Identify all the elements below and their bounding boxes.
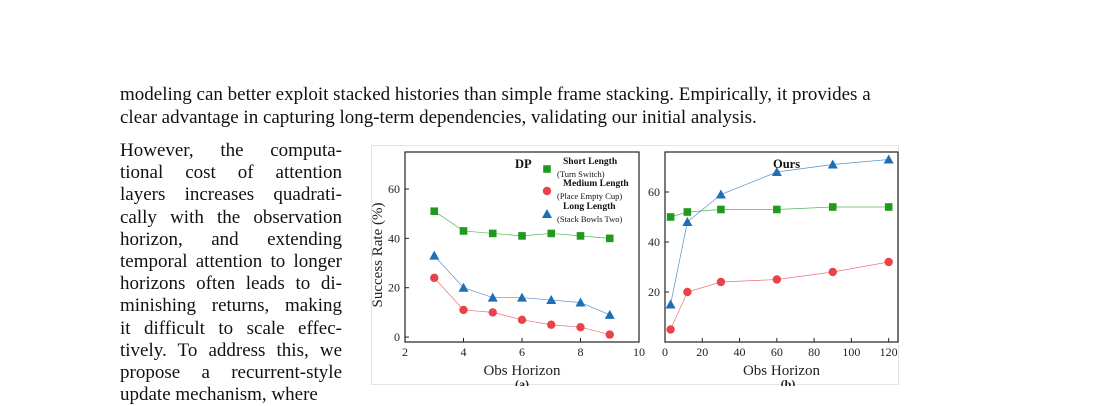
text-line: layers increases quadrati- xyxy=(120,184,342,206)
x-tick-label: 40 xyxy=(734,345,746,359)
data-point-square xyxy=(605,234,614,243)
x-tick-label: 10 xyxy=(633,345,645,359)
data-point-circle xyxy=(542,186,552,196)
y-tick-label: 0 xyxy=(394,330,400,344)
data-point-circle xyxy=(716,277,726,287)
text-line: horizons often leads to di- xyxy=(120,273,342,295)
x-tick-label: 8 xyxy=(578,345,584,359)
x-tick-label: 60 xyxy=(771,345,783,359)
x-tick-label: 20 xyxy=(696,345,708,359)
data-point-square xyxy=(459,227,468,235)
legend-label: Short Length xyxy=(563,157,618,167)
paragraph-lead: modeling can better exploit stacked hist… xyxy=(120,84,920,129)
text-line: clear advantage in capturing long-term d… xyxy=(120,106,757,128)
data-point-triangle xyxy=(827,159,838,169)
data-point-triangle xyxy=(542,209,552,218)
data-point-square xyxy=(683,208,692,216)
data-point-circle xyxy=(547,320,556,329)
data-point-triangle xyxy=(715,189,726,199)
y-tick-label: 40 xyxy=(388,231,400,245)
data-point-square xyxy=(488,229,497,238)
x-axis-label: Obs Horizon xyxy=(483,363,561,379)
y-tick-label: 60 xyxy=(648,185,660,199)
data-point-triangle xyxy=(575,297,586,307)
data-point-circle xyxy=(430,273,439,283)
data-point-square xyxy=(543,165,551,173)
paragraph-wrap: However, the computa- tional cost of att… xyxy=(120,140,342,406)
data-point-square xyxy=(576,232,585,240)
y-tick-label: 60 xyxy=(388,182,400,196)
data-point-circle xyxy=(459,305,468,315)
x-tick-label: 6 xyxy=(519,345,525,359)
data-point-triangle xyxy=(517,292,527,302)
data-point-square xyxy=(717,205,725,214)
legend-label: Medium Length xyxy=(563,179,629,189)
plot-frame xyxy=(664,151,899,343)
data-point-triangle xyxy=(458,282,469,292)
text-line: it difficult to scale effec- xyxy=(120,317,342,339)
text-line: However, the computa- xyxy=(120,140,342,161)
legend-sublabel: (Place Empty Cup) xyxy=(557,191,622,201)
text-line: temporal attention to longer xyxy=(120,251,342,273)
text-line: modeling can better exploit stacked hist… xyxy=(120,84,871,105)
series-line xyxy=(670,159,889,305)
figure: 2 4 6 8 10 0 20 40 60 Obs Horizon Success Rate (%)… xyxy=(370,145,899,391)
data-point-square xyxy=(666,213,675,221)
text-line: update mechanism, where xyxy=(120,384,318,406)
x-axis-label: Obs Horizon xyxy=(743,363,821,379)
x-tick-label: 100 xyxy=(842,345,860,359)
text-line: tively. To address this, we xyxy=(120,339,342,361)
data-point-circle xyxy=(884,257,893,267)
data-point-circle xyxy=(772,275,782,284)
data-point-triangle xyxy=(604,309,615,319)
data-point-circle xyxy=(488,308,497,317)
data-point-triangle xyxy=(665,299,676,309)
legend-label: Long Length xyxy=(563,202,616,212)
data-point-square xyxy=(547,229,556,238)
data-point-square xyxy=(773,205,781,214)
chart-title: DP xyxy=(515,157,532,171)
x-tick-label: 120 xyxy=(880,345,898,359)
data-point-square xyxy=(518,232,526,240)
data-point-triangle xyxy=(682,217,693,226)
data-point-triangle xyxy=(883,154,894,164)
data-point-triangle xyxy=(546,295,557,305)
legend-sublabel: (Turn Switch) xyxy=(557,169,605,179)
panel-label: (a) xyxy=(515,377,529,386)
data-point-triangle xyxy=(429,250,440,260)
data-point-circle xyxy=(605,330,614,339)
legend-sublabel: (Stack Bowls Two) xyxy=(557,214,623,224)
data-point-triangle xyxy=(487,292,498,302)
x-tick-label: 0 xyxy=(662,345,668,359)
text-line: minishing returns, making xyxy=(120,295,342,317)
series-line xyxy=(670,261,889,330)
data-point-square xyxy=(430,207,439,216)
data-point-circle xyxy=(683,287,692,297)
data-point-circle xyxy=(517,315,527,324)
y-tick-label: 20 xyxy=(648,285,660,299)
chart-title: Ours xyxy=(773,157,800,171)
data-point-square xyxy=(884,203,893,211)
data-point-circle xyxy=(666,325,675,334)
panel-label: (b) xyxy=(781,377,796,386)
y-axis-label: Success Rate (%) xyxy=(372,203,386,308)
x-tick-label: 4 xyxy=(461,345,467,359)
x-tick-label: 2 xyxy=(402,345,408,359)
y-tick-label: 40 xyxy=(648,235,660,249)
text-line: propose a recurrent-style xyxy=(120,362,342,384)
text-line: cally with the observation xyxy=(120,206,342,228)
data-point-circle xyxy=(576,322,585,332)
y-tick-label: 20 xyxy=(388,281,400,295)
text-line: horizon, and extending xyxy=(120,228,342,250)
x-tick-label: 80 xyxy=(808,345,820,359)
data-point-square xyxy=(828,203,837,211)
data-point-triangle xyxy=(771,167,782,176)
data-point-circle xyxy=(828,267,837,277)
text-line: tional cost of attention xyxy=(120,162,342,184)
